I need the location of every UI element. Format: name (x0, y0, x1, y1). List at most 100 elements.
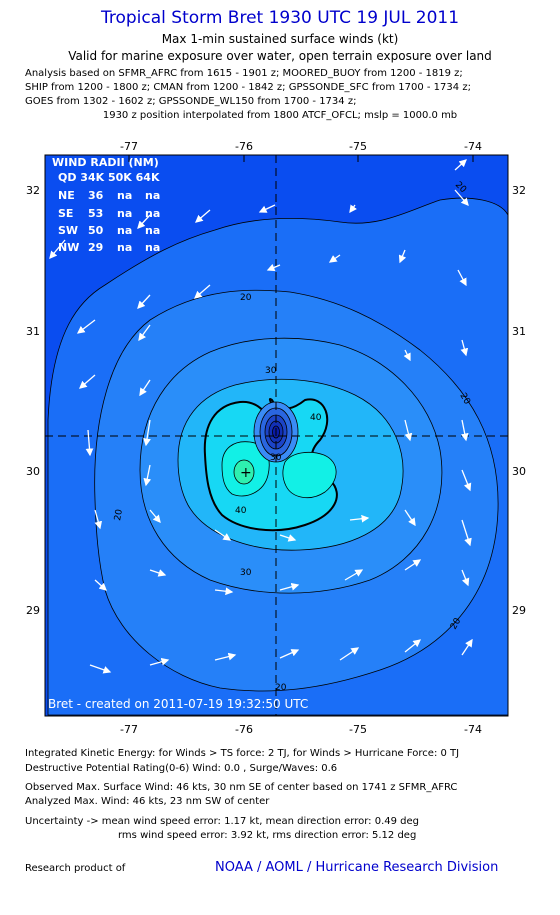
wind-arrow (139, 379, 151, 397)
contour-label: 20 (113, 508, 125, 521)
y-tick-left: 29 (26, 604, 40, 617)
radii-64k: na (145, 241, 160, 254)
subtitle: Max 1-min sustained surface winds (kt) (161, 32, 399, 46)
radii-64k: na (145, 207, 160, 220)
wind-arrow (279, 534, 297, 542)
radii-64k: na (145, 189, 160, 202)
wind-max-core (233, 459, 255, 485)
radii-50k: na (117, 207, 132, 220)
wind-arrow (194, 284, 211, 299)
wind-arrow (349, 204, 357, 214)
position-note: 1930 z position interpolated from 1800 A… (102, 110, 458, 121)
wind-arrow (398, 249, 407, 264)
wind-arrow (454, 189, 469, 206)
wind-arrow (460, 339, 469, 357)
y-tick-left: 30 (26, 465, 40, 478)
analyzed-max-line: Analyzed Max. Wind: 46 kts, 23 nm SW of … (25, 796, 270, 807)
wind-arrow (349, 514, 370, 523)
x-axis-top: -77 -76 -75 -74 (120, 140, 482, 162)
radii-quadrant: NE (58, 189, 75, 202)
wind-arrow (214, 587, 234, 596)
wind-arrow (404, 419, 413, 442)
wind-radii-row: NE 36 na na (58, 189, 160, 202)
wind-arrow (266, 263, 281, 272)
analysis-line-3: GOES from 1302 - 1602 z; GPSSONDE_WL150 … (25, 96, 357, 107)
contour-label: 20 (240, 293, 252, 303)
wind-arrow (258, 204, 276, 213)
wind-arrow (195, 209, 211, 223)
contour-45kt (221, 441, 337, 499)
y-tick-right: 31 (512, 325, 526, 338)
wind-arrow (461, 469, 472, 492)
validity-note: Valid for marine exposure over water, op… (68, 49, 492, 63)
contour-label: 30 (240, 568, 252, 578)
wind-arrow (404, 559, 422, 571)
page-title: Tropical Storm Bret 1930 UTC 19 JUL 2011 (100, 8, 460, 28)
wind-arrow (137, 214, 151, 229)
wind-arrow (149, 657, 170, 666)
radii-quadrant: SW (58, 224, 78, 237)
radii-64k: na (145, 224, 160, 237)
contour-label: 20 (275, 683, 287, 693)
wind-arrow (461, 519, 472, 547)
y-tick-left: 31 (26, 325, 40, 338)
contour-label: 40 (235, 506, 247, 516)
ike-line: Integrated Kinetic Energy: for Winds > T… (25, 748, 460, 759)
wind-radii-row: SW 50 na na (58, 224, 160, 237)
wind-arrow (149, 569, 167, 577)
x-tick-bottom: -74 (464, 723, 482, 736)
wind-arrow (454, 159, 467, 171)
wind-arrow (143, 419, 151, 447)
wind-arrow (279, 649, 300, 659)
map-credit: Bret - created on 2011-07-19 19:32:50 UT… (48, 697, 309, 711)
radii-34k: 53 (88, 207, 103, 220)
uncertainty-line-1: Uncertainty -> mean wind speed error: 1.… (25, 816, 420, 827)
wind-max-marker: + (240, 465, 252, 481)
contour-label: 30 (270, 453, 282, 463)
research-label: Research product of (25, 863, 126, 874)
y-axis-right: 32 31 30 29 (512, 184, 526, 617)
wind-radii-row: NW 29 na na (58, 241, 160, 254)
y-tick-left: 32 (26, 184, 40, 197)
wind-radii-title: WIND RADII (NM) (52, 156, 159, 169)
radii-34k: 29 (88, 241, 103, 254)
wind-arrow (76, 319, 96, 334)
y-tick-right: 30 (512, 465, 526, 478)
radii-50k: na (117, 241, 132, 254)
plot-frame (44, 154, 509, 717)
radii-50k: na (117, 189, 132, 202)
contour-label: 40 (310, 413, 322, 423)
radii-quadrant: SE (58, 207, 73, 220)
wind-arrow (339, 647, 360, 661)
wind-radii-row: SE 53 na na (58, 207, 160, 220)
wind-arrow (79, 374, 96, 389)
wind-arrow (279, 582, 300, 591)
analysis-line-1: Analysis based on SFMR_AFRC from 1615 - … (25, 68, 463, 79)
y-axis-left: 32 31 30 29 (26, 184, 40, 617)
radii-quadrant: NW (58, 241, 79, 254)
wind-arrow (49, 239, 66, 259)
wind-radii-table: WIND RADII (NM) QD 34K 50K 64K NE 36 na … (52, 156, 160, 254)
x-tick-bottom: -75 (349, 723, 367, 736)
x-tick-top: -77 (120, 140, 138, 153)
wind-arrow (457, 269, 467, 287)
radii-34k: 36 (88, 189, 104, 202)
radii-34k: 50 (88, 224, 104, 237)
observed-max-line: Observed Max. Surface Wind: 46 kts, 30 n… (25, 782, 458, 793)
wind-vectors (49, 159, 473, 674)
wind-arrow (214, 652, 237, 661)
x-tick-top: -76 (235, 140, 253, 153)
analysis-line-2: SHIP from 1200 - 1800 z; CMAN from 1200 … (25, 82, 471, 93)
uncertainty-line-2: rms wind speed error: 3.92 kt, rms direc… (118, 830, 417, 841)
y-tick-right: 29 (512, 604, 526, 617)
wind-arrow (461, 569, 470, 587)
wind-arrow (94, 579, 107, 591)
radii-50k: na (117, 224, 132, 237)
x-tick-top: -75 (349, 140, 367, 153)
wind-arrow (328, 254, 341, 263)
wind-radii-header: QD 34K 50K 64K (58, 171, 160, 184)
wind-arrow (94, 509, 103, 530)
wind-arrow (461, 638, 473, 656)
wind-arrow (403, 349, 411, 362)
